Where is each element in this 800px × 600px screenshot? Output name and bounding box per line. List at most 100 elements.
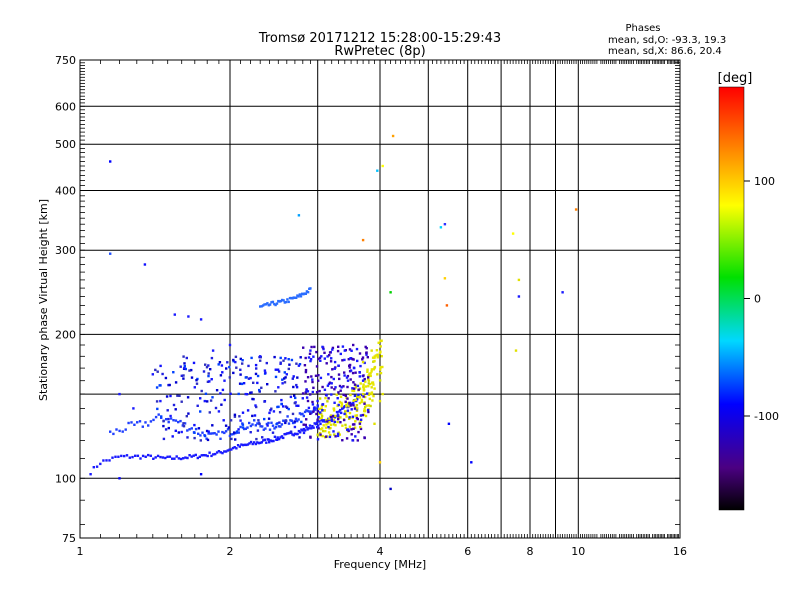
- o-trace-point: [328, 419, 331, 422]
- o-trace-point: [200, 454, 203, 457]
- o-trace-point: [206, 454, 209, 458]
- o-trace-point: [196, 456, 199, 460]
- o-cloud-point: [302, 431, 306, 435]
- o-cloud-point: [328, 381, 332, 384]
- o-trace-point: [231, 446, 235, 450]
- x-trace-point: [380, 355, 383, 358]
- o-cloud-point: [315, 391, 319, 394]
- o-trace-point: [160, 416, 163, 419]
- o-scatter-point: [166, 409, 169, 412]
- o-trace-point: [264, 303, 268, 306]
- x-trace-point: [325, 418, 328, 422]
- o-cloud-point: [322, 347, 325, 351]
- x-trace-point: [345, 415, 348, 418]
- o-scatter-point: [184, 367, 187, 371]
- o-scatter-point: [206, 380, 210, 383]
- x-trace-point: [333, 433, 336, 436]
- x-trace-point: [328, 420, 331, 424]
- o-cloud-point: [312, 410, 315, 413]
- o-trace-point: [251, 423, 254, 426]
- o-trace-point: [108, 459, 111, 462]
- o-trace-point: [307, 410, 311, 413]
- o-scatter-point: [241, 359, 244, 362]
- o-point: [349, 369, 353, 372]
- x-trace-point: [354, 414, 357, 417]
- x-trace-point: [367, 382, 370, 385]
- o-trace-point: [273, 427, 276, 430]
- o-cloud-point: [310, 345, 313, 349]
- o-trace-point: [297, 295, 300, 298]
- o-scatter-point: [182, 377, 185, 380]
- o-cloud-point: [311, 390, 314, 394]
- o-scatter-point: [274, 375, 278, 379]
- o-point: [323, 357, 326, 360]
- o-trace-point: [261, 304, 265, 307]
- o-cloud-point: [316, 410, 320, 413]
- o-trace-point: [243, 443, 246, 446]
- x-trace-point: [344, 423, 347, 427]
- o-trace-point: [159, 455, 162, 459]
- o-cloud-point: [351, 415, 355, 418]
- o-cloud-point: [321, 345, 324, 349]
- o-point: [151, 373, 154, 376]
- colorbar-label: [deg]: [718, 71, 753, 86]
- x-trace-point: [326, 400, 329, 403]
- o-scatter-point: [295, 404, 298, 407]
- o-trace-point: [253, 419, 256, 422]
- o-trace-point: [121, 430, 124, 433]
- o-trace-point: [136, 421, 139, 424]
- x-trace-point: [321, 434, 324, 438]
- o-cloud-point: [309, 412, 312, 415]
- o-trace-point: [312, 426, 315, 429]
- x-trace-point: [358, 387, 362, 390]
- o-trace-point: [239, 425, 242, 429]
- y-tick-label: 100: [55, 472, 76, 485]
- o-scatter-point: [199, 397, 202, 400]
- x-trace-point: [355, 409, 359, 412]
- o-scatter-point: [219, 374, 223, 377]
- o-cloud-point: [364, 345, 367, 349]
- o-scatter-point: [190, 376, 194, 379]
- o-cloud-point: [352, 427, 355, 430]
- colorbar-ticks: 100 0 -100: [744, 175, 779, 423]
- o-trace-point: [244, 427, 247, 430]
- o-scatter-point: [155, 400, 159, 403]
- o-cloud-point: [304, 356, 307, 360]
- o-trace-point: [301, 429, 304, 432]
- o-trace-point: [259, 441, 262, 445]
- o-scatter-point: [200, 389, 203, 393]
- o-cloud-point: [316, 438, 320, 441]
- sparse-point: [389, 291, 392, 294]
- o-cloud-point: [363, 436, 366, 439]
- o-cloud-point: [336, 349, 340, 353]
- o-trace-point: [302, 414, 305, 418]
- o-point: [320, 355, 323, 358]
- o-cloud-point: [359, 364, 362, 368]
- o-cloud-point: [352, 404, 355, 407]
- o-scatter-point: [277, 370, 281, 373]
- o-cloud-point: [334, 435, 337, 438]
- o-scatter-point: [283, 381, 287, 384]
- x-trace-point: [329, 423, 333, 426]
- x-point: [381, 392, 384, 396]
- o-scatter-point: [206, 438, 210, 442]
- o-cloud-point: [366, 356, 369, 359]
- o-trace-point: [263, 438, 266, 441]
- o-trace-point: [179, 457, 183, 461]
- o-scatter-point: [300, 420, 303, 424]
- o-scatter-point: [220, 403, 223, 406]
- o-point: [203, 399, 206, 403]
- o-cloud-point: [328, 351, 332, 354]
- o-trace-point: [210, 454, 213, 458]
- o-scatter-point: [249, 431, 252, 434]
- o-trace-point: [92, 466, 95, 469]
- o-cloud-point: [356, 384, 360, 388]
- o-scatter-point: [269, 409, 272, 412]
- o-trace-point: [337, 410, 341, 413]
- o-trace-point: [190, 455, 193, 458]
- o-trace-point: [254, 442, 257, 446]
- o-scatter-point: [278, 411, 282, 414]
- o-scatter-point: [239, 368, 242, 371]
- sparse-point: [470, 461, 473, 464]
- x-trace-point: [355, 414, 359, 417]
